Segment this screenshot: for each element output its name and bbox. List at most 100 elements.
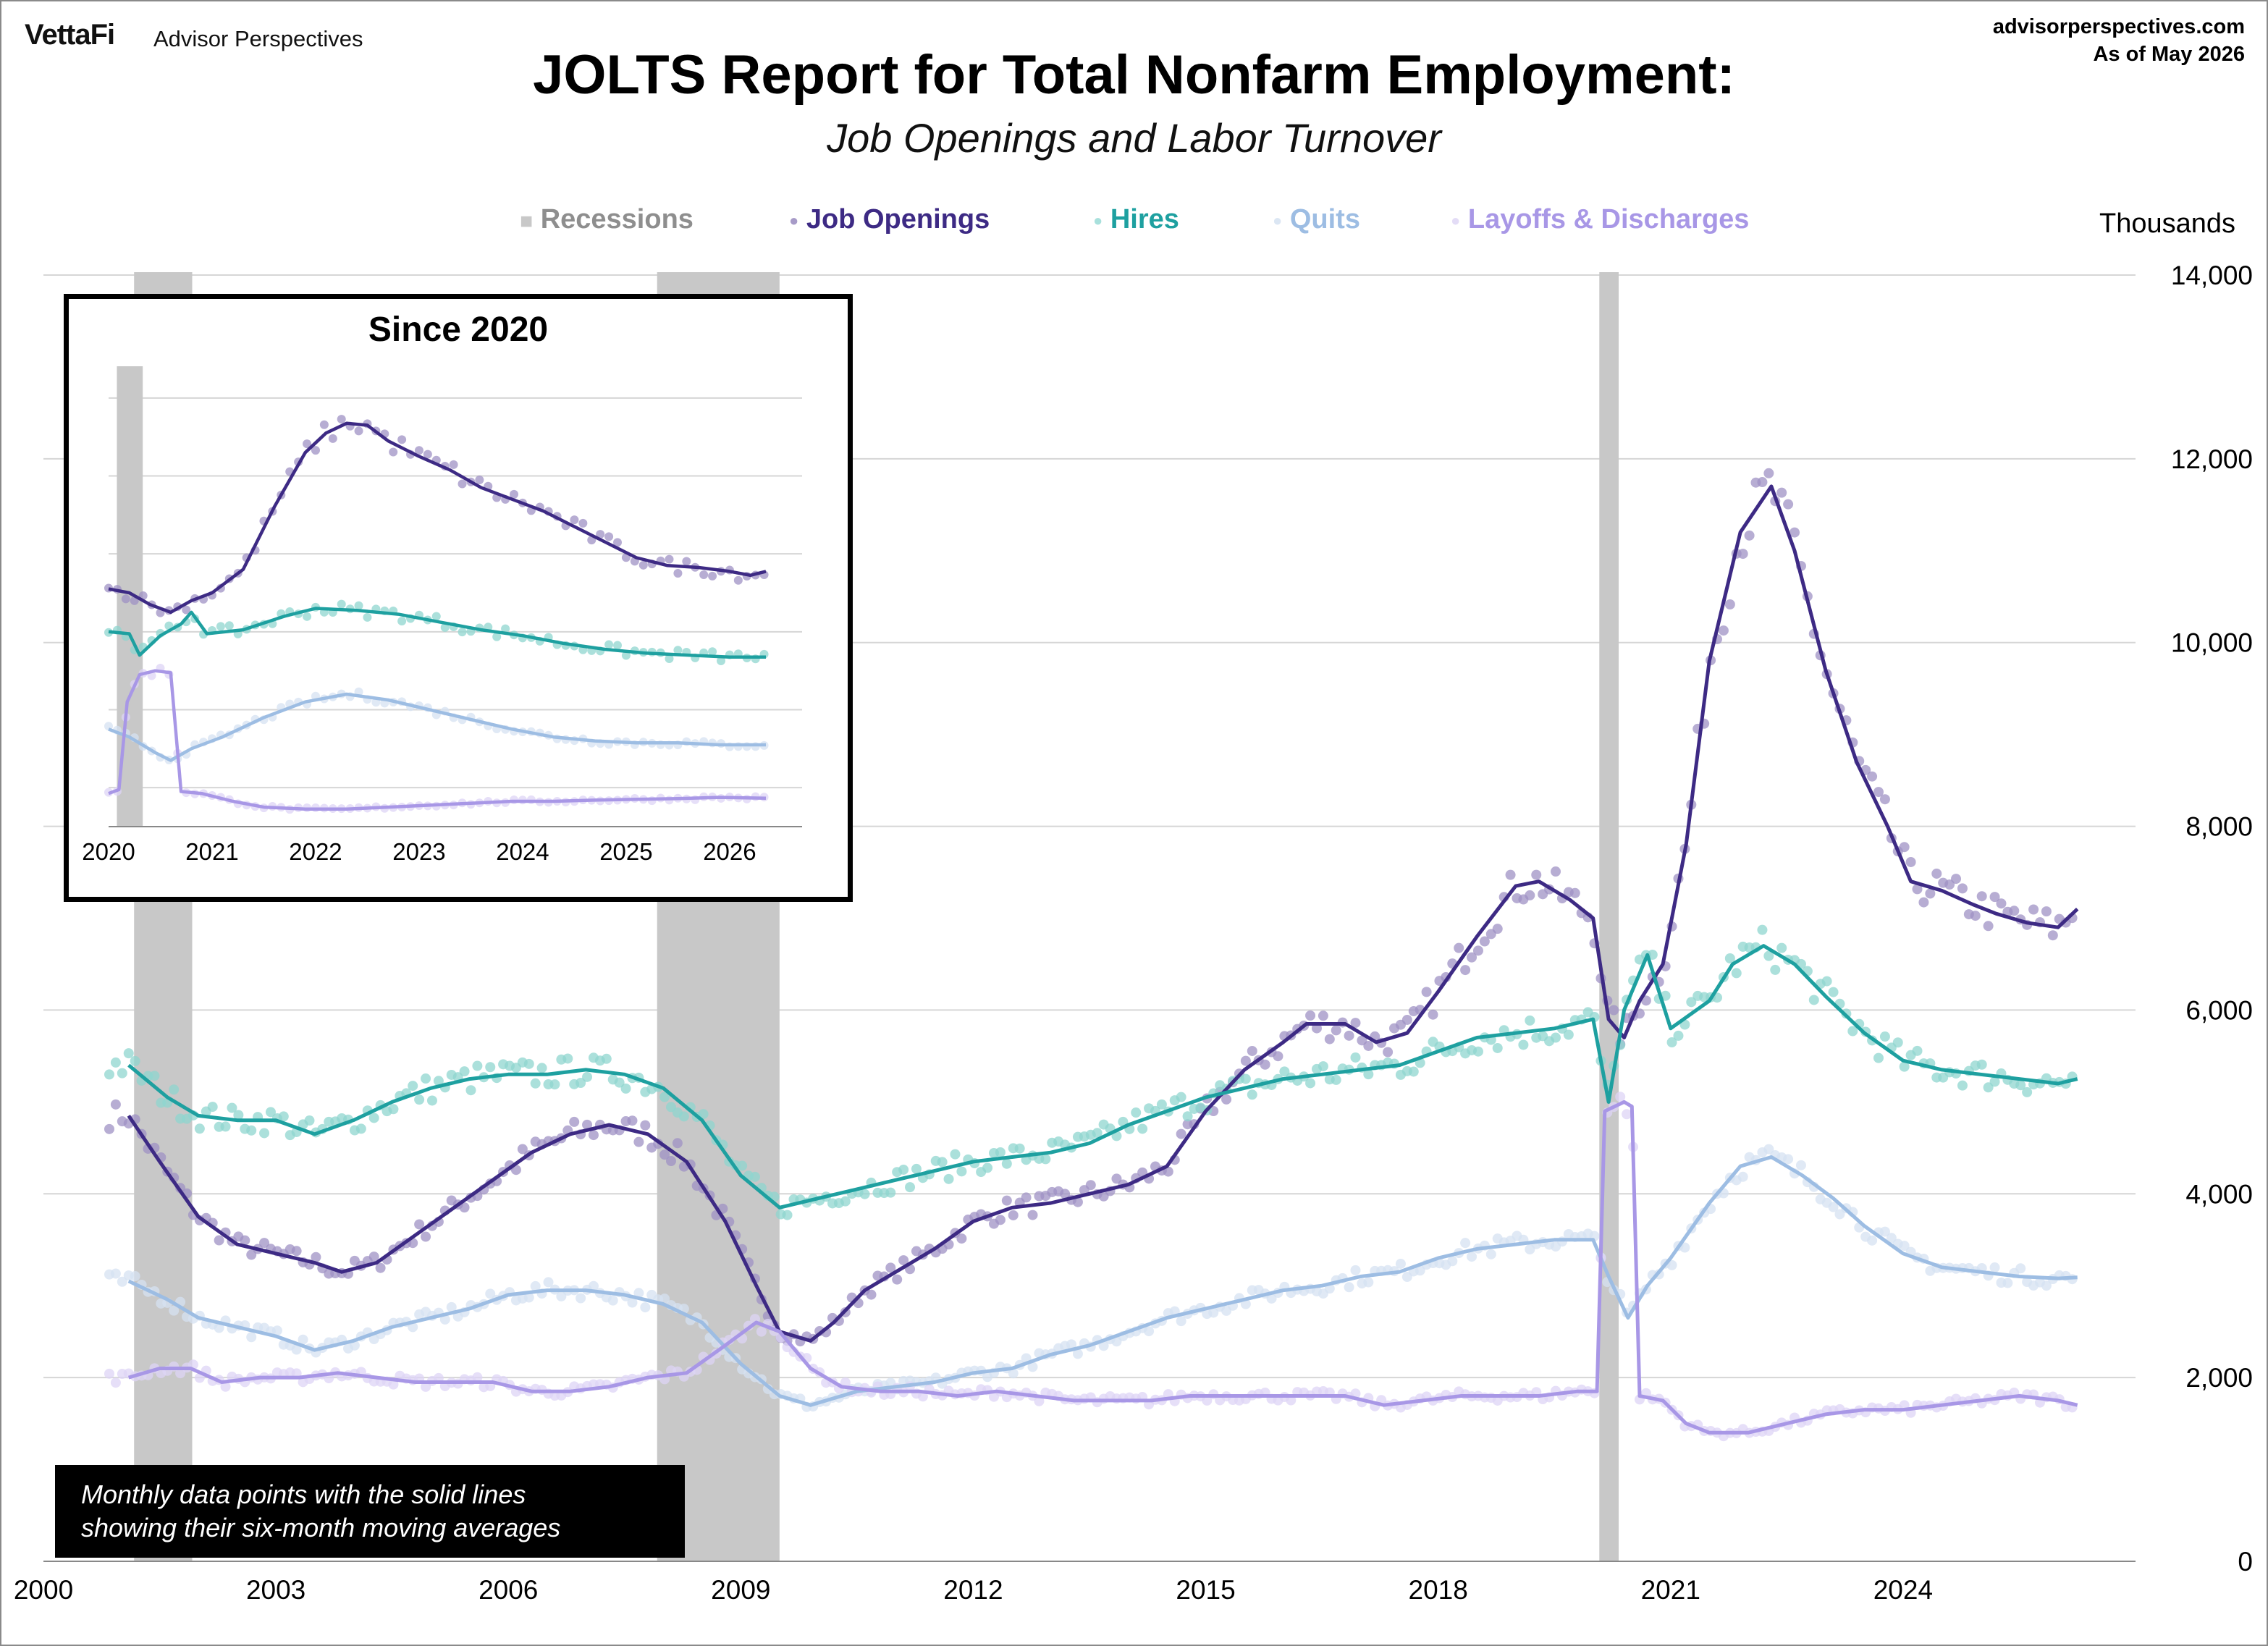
data-point-quits [1828,1202,1839,1212]
inset-data-point-job-openings [311,446,320,455]
data-point-job-openings [2028,904,2039,915]
data-point-hires [233,1110,244,1120]
data-point-hires [782,1210,793,1220]
data-point-quits [1144,1326,1155,1337]
data-point-job-openings [368,1252,379,1262]
data-point-hires [1808,995,1819,1005]
data-point-job-openings [885,1262,896,1273]
data-point-job-openings [2041,906,2052,917]
inset-title: Since 2020 [368,311,549,349]
data-point-quits [117,1276,127,1287]
series-line-layoffs-discharges [127,1100,2078,1435]
data-point-quits [271,1325,282,1336]
data-point-job-openings [1027,1210,1038,1220]
data-point-quits [214,1322,224,1333]
data-point-job-openings [1428,1009,1438,1020]
as-of-date: As of May 2026 [2093,43,2245,66]
data-point-quits [659,1293,670,1304]
data-point-hires [698,1109,709,1120]
data-point-quits [1066,1339,1077,1350]
data-point-quits [1783,1154,1794,1165]
data-point-hires [472,1060,483,1071]
data-point-hires [1686,997,1697,1008]
data-point-hires [1892,1037,1903,1048]
data-point-quits [485,1288,496,1299]
data-point-quits [640,1302,651,1313]
data-point-hires [2022,1086,2033,1097]
note-line-1: Monthly data points with the solid lines [81,1480,526,1509]
chart-note: Monthly data points with the solid lines… [55,1465,685,1558]
data-point-hires [194,1123,205,1134]
legend-item-hires: ● Hires [1093,204,1179,235]
inset-data-point-hires [673,646,683,655]
data-point-job-openings [1318,1010,1328,1021]
legend-item-openings: ● Job Openings [789,204,990,235]
data-point-job-openings [1525,890,1535,900]
data-point-job-openings [1983,921,1994,932]
data-point-hires [1240,1073,1251,1084]
data-point-job-openings [1072,1196,1083,1207]
data-point-job-openings [1311,1023,1322,1034]
data-point-job-openings [1001,1195,1012,1206]
inset-data-point-job-openings [475,475,484,484]
legend-item-recessions: ■ Recessions [520,204,694,235]
data-point-job-openings [1609,1005,1619,1016]
data-point-hires [549,1079,560,1090]
data-point-hires [1156,1099,1167,1110]
data-point-hires [576,1077,586,1088]
y-tick-label: 0 [2238,1547,2253,1577]
data-point-quits [1098,1341,1109,1351]
data-point-job-openings [1724,599,1735,610]
data-point-layoffs-discharges [1034,1396,1045,1406]
data-point-hires [421,1073,431,1084]
data-point-hires [414,1094,425,1105]
data-point-quits [1208,1307,1219,1318]
data-point-quits [1867,1235,1878,1246]
data-point-layoffs-discharges [1286,1395,1297,1406]
data-point-hires [1092,1128,1103,1139]
inset-data-point-job-openings [665,554,674,564]
inset-data-point-job-openings [604,532,614,541]
data-point-hires [995,1147,1006,1157]
data-point-job-openings [1085,1180,1096,1191]
data-point-job-openings [1783,499,1794,510]
series-line-hires [127,944,2078,1210]
data-point-hires [911,1163,922,1174]
inset-data-point-job-openings [449,460,458,469]
inset-x-tick-label: 2025 [599,838,652,865]
data-point-hires [1363,1069,1374,1080]
inset-x-tick-label: 2021 [185,838,238,865]
inset-data-point-job-openings [354,426,363,436]
data-point-hires [259,1128,270,1139]
data-point-hires [614,1077,625,1088]
openings-dot-icon: ● [789,211,799,229]
data-point-layoffs-discharges [840,1377,851,1388]
data-point-job-openings [1867,771,1878,782]
data-point-hires [368,1113,379,1123]
inset-x-tick-label: 2022 [289,838,342,865]
data-point-layoffs-discharges [104,1368,114,1379]
quits-dot-icon: ● [1273,211,1283,229]
data-point-job-openings [1021,1192,1032,1203]
inset-data-point-job-openings [638,560,648,570]
inset-data-point-job-openings [182,605,191,615]
data-point-job-openings [1479,936,1490,947]
series-line-job-openings [127,484,2079,1343]
data-point-job-openings [1989,892,2000,903]
y-tick-label: 6,000 [2185,995,2253,1025]
data-point-hires [433,1076,444,1086]
data-point-hires [2015,1080,2026,1091]
data-point-job-openings [995,1215,1006,1225]
data-point-hires [1551,1032,1561,1043]
source-info: advisorperspectives.com As of May 2026 [1993,13,2245,68]
data-point-hires [246,1125,257,1136]
data-point-job-openings [1912,884,1923,895]
inset-data-point-hires [397,617,407,626]
vettafi-logo: VettaFi [25,19,115,51]
inset-data-point-job-openings [328,434,337,443]
data-point-quits [1344,1282,1354,1293]
data-point-hires [1989,1076,2000,1087]
data-point-quits [1485,1249,1496,1259]
data-point-hires [1847,1026,1858,1037]
